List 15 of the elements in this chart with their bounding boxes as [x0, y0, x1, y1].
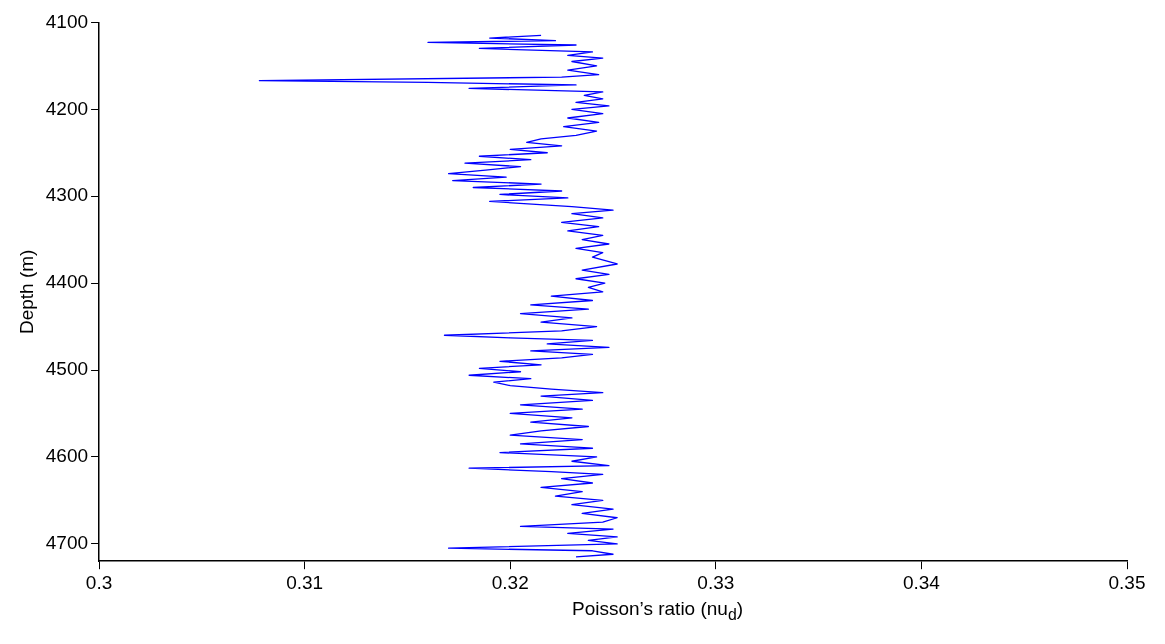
y-axis-title: Depth (m)	[15, 249, 37, 335]
y-tick-label: 4700	[45, 532, 89, 554]
y-tick-label: 4100	[45, 10, 89, 32]
x-tick-label: 0.33	[697, 571, 735, 593]
y-tick-label: 4200	[45, 97, 89, 119]
x-tick-label: 0.34	[902, 571, 941, 593]
x-tick-label: 0.35	[1108, 571, 1146, 593]
x-tick-label: 0.31	[286, 571, 324, 593]
x-tick-label: 0.3	[85, 571, 113, 593]
x-axis-title: Poisson’s ratio (nu$_{d}$)	[570, 598, 745, 624]
y-tick-label: 4500	[45, 358, 89, 380]
y-tick-label: 4600	[45, 445, 89, 467]
y-tick-label: 4400	[45, 271, 89, 293]
y-tick-label: 4300	[45, 184, 89, 206]
x-tick-label: 0.32	[491, 571, 529, 593]
